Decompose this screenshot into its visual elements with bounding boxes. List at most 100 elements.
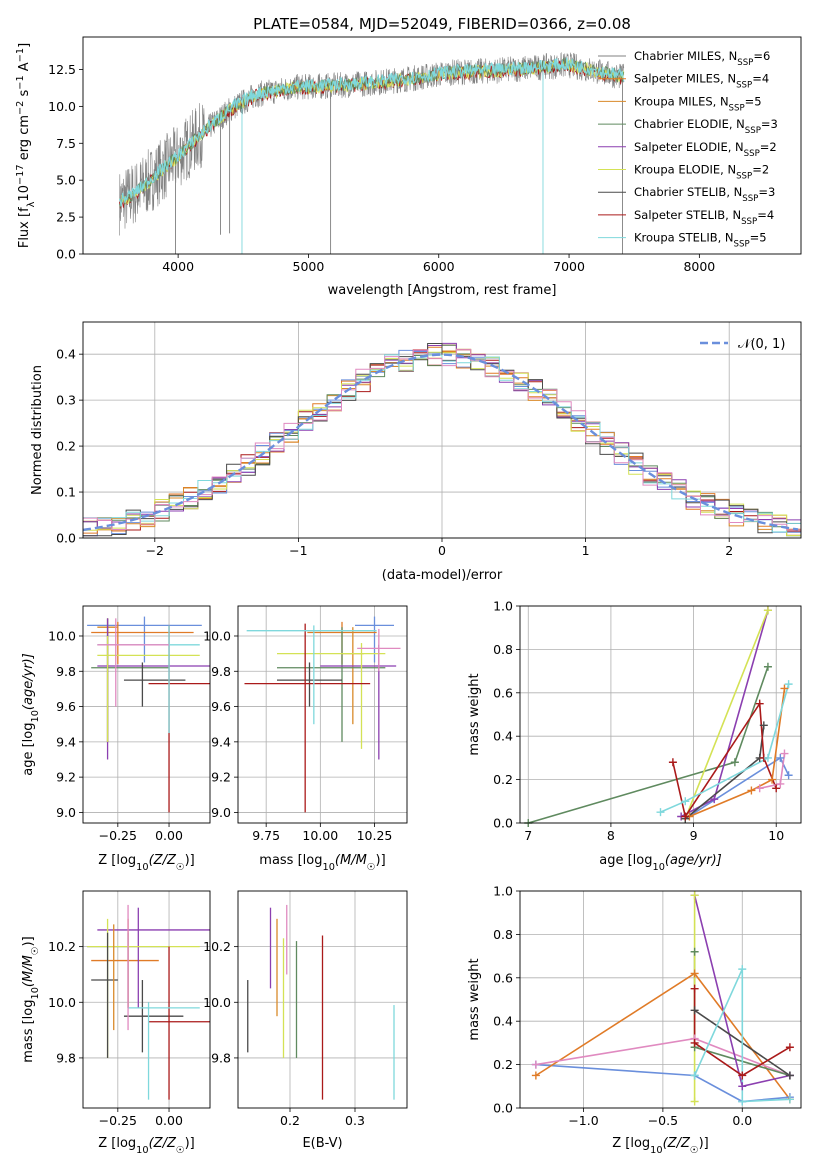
y-tick-label: 0.0 — [56, 247, 76, 262]
series-marker — [690, 947, 699, 956]
axes-frame — [237, 605, 408, 824]
x-axis-label-part: )] — [185, 853, 195, 868]
y-tick-label: 12.5 — [48, 62, 76, 77]
data-point — [128, 1002, 200, 1100]
data-point — [123, 662, 186, 707]
legend-sub: SSP — [736, 81, 752, 91]
y-tick-label: 9.6 — [56, 699, 76, 714]
data-point — [320, 644, 397, 760]
x-tick-label: 9 — [690, 828, 698, 843]
series-marker — [784, 680, 793, 689]
x-axis-label-part: )] — [376, 853, 386, 868]
legend-tail: =5 — [750, 231, 767, 245]
x-tick-label: 0.00 — [155, 828, 183, 843]
spectrum-model-line — [118, 57, 625, 207]
y-axis-label-part: −1 — [15, 75, 26, 89]
x-axis-label-part: ☉ — [176, 1145, 185, 1156]
y-tick-label: 9.2 — [56, 770, 76, 785]
x-axis-label: Z [log10(Z/Z☉)] — [98, 853, 195, 873]
y-axis-label-part: 10 — [30, 987, 41, 999]
x-tick-label: −1 — [289, 543, 307, 558]
series-marker — [755, 699, 764, 708]
axes-frame — [82, 605, 211, 824]
data-point — [97, 618, 170, 707]
data-point — [97, 635, 200, 742]
y-tick-label: 10.2 — [203, 939, 231, 954]
data-point — [97, 625, 200, 734]
y-tick-label: 10.0 — [48, 995, 76, 1010]
series-marker — [690, 984, 699, 993]
y-tick-label: 7.5 — [56, 136, 76, 151]
x-axis-label: wavelength [Angstrom, rest frame] — [328, 283, 557, 298]
series-marker — [784, 771, 793, 780]
x-axis-label-part: mass [log — [259, 853, 322, 868]
x-tick-label: −2 — [146, 543, 164, 558]
y-axis-label-part: Flux [f — [17, 207, 32, 248]
y-axis-label-part: age [log — [21, 723, 36, 776]
series-marker — [690, 1038, 699, 1047]
axes-frame — [519, 605, 802, 824]
panel-age-vs-Z: −0.25 0.009.09.29.49.69.810.0Z [log10(Z/Z… — [21, 605, 211, 873]
y-tick-label: 0.0 — [493, 1101, 513, 1116]
legend-tail: =2 — [752, 163, 769, 177]
data-point — [97, 907, 210, 1008]
y-tick-label: 0.4 — [493, 729, 513, 744]
data-point — [355, 616, 394, 663]
y-tick-label: 10.2 — [48, 939, 76, 954]
data-point — [244, 623, 371, 813]
x-tick-label: 0.00 — [155, 1113, 183, 1128]
legend-text: Salpeter ELODIE, N — [634, 140, 744, 154]
legend-entry: Salpeter MILES, NSSP=4 — [634, 72, 769, 91]
data-point — [87, 918, 200, 1058]
series-marker — [763, 753, 772, 762]
data-point — [246, 625, 377, 725]
x-tick-label: 0.2 — [280, 1113, 300, 1128]
x-tick-label: 7000 — [553, 259, 585, 274]
y-axis-label: mass weight — [467, 958, 482, 1040]
data-point — [277, 627, 386, 742]
chart-title: PLATE=0584, MJD=52049, FIBERID=0366, z=0… — [253, 15, 631, 33]
x-axis-label-part: ☉ — [367, 862, 376, 873]
x-axis-label-part: )] — [699, 1136, 709, 1151]
series-marker — [738, 1071, 747, 1080]
legend-sub: SSP — [741, 217, 757, 227]
series-marker — [738, 965, 747, 974]
x-tick-label: 7 — [524, 828, 532, 843]
series-marker — [776, 753, 785, 762]
legend-text: Kroupa MILES, N — [634, 94, 729, 108]
legend-text: Chabrier ELODIE, N — [634, 117, 745, 131]
data-point — [148, 625, 210, 813]
x-axis-label: E(B-V) — [302, 1136, 342, 1151]
x-axis-label: mass [log10(M/M☉)] — [259, 853, 385, 873]
x-tick-label: 2 — [725, 543, 733, 558]
legend-entry: Kroupa ELODIE, NSSP=2 — [634, 163, 769, 182]
panel-massweight-vs-Z: −1.0 −0.5 0.0 0.0 0.2 0.4 0.6 0.8 1.0 Z [log10(Z/… — [467, 884, 802, 1156]
y-tick-label: 10.0 — [203, 995, 231, 1010]
y-tick-label: 9.8 — [56, 1050, 76, 1065]
series-marker — [763, 606, 772, 615]
y-tick-label: 1.0 — [493, 599, 513, 614]
x-tick-label: 0 — [438, 543, 446, 558]
panel-mass-vs-Z: −0.25 0.009.810.010.2Z [log10(Z/Z☉)]mass … — [21, 890, 211, 1156]
y-tick-label: 0.0 — [56, 531, 76, 546]
x-axis-label-part: 10 — [136, 1145, 148, 1156]
data-point — [342, 627, 364, 725]
x-tick-label: 8 — [607, 828, 615, 843]
series-marker — [776, 779, 785, 788]
axes-frame — [237, 890, 408, 1109]
panel-mass-vs-EBV: 0.2 0.3 9.8 10.0 10.2 E(B-V) — [203, 890, 408, 1151]
x-tick-label: 0.0 — [732, 1113, 752, 1128]
y-tick-label: 0.2 — [493, 1057, 513, 1072]
axes-frame — [82, 321, 802, 539]
legend-text: Salpeter MILES, N — [634, 72, 736, 86]
x-tick-label: 0.3 — [345, 1113, 365, 1128]
x-axis-label-part: (Z/Z — [149, 1136, 177, 1151]
series-line — [684, 610, 769, 819]
y-tick-label: 0.4 — [493, 1014, 513, 1029]
y-tick-label: 0.0 — [493, 816, 513, 831]
legend-text: Chabrier MILES, N — [634, 49, 737, 63]
x-tick-label: −1.0 — [568, 1113, 598, 1128]
x-axis-label-part: (Z/Z — [663, 1136, 691, 1151]
legend-entry: Chabrier MILES, NSSP=6 — [634, 49, 770, 68]
x-axis-label-part: Z [log — [98, 853, 136, 868]
